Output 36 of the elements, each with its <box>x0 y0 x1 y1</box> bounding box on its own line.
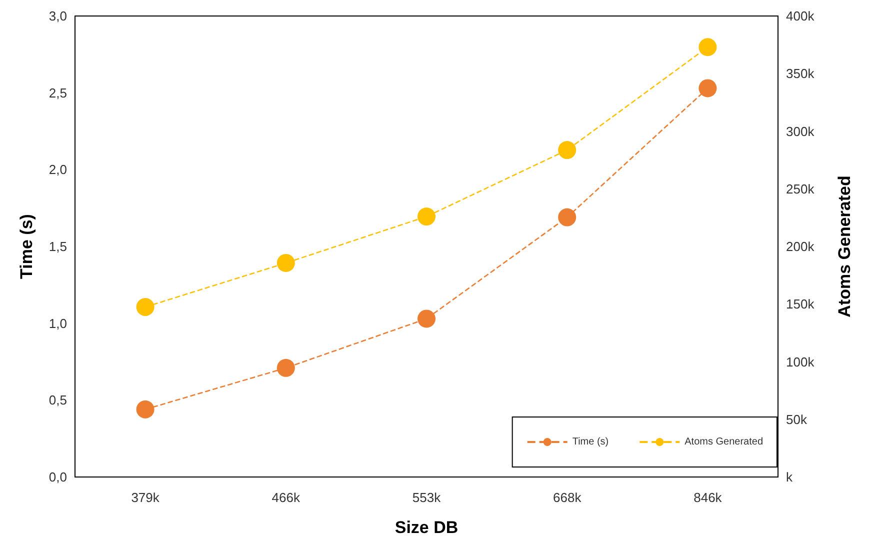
point <box>698 38 717 56</box>
y-tick-label: 2,5 <box>48 85 67 100</box>
point <box>558 141 576 160</box>
x-tick-label: 466k <box>272 490 300 505</box>
legend-label: Atoms Generated <box>684 436 763 448</box>
point <box>276 254 295 272</box>
y-tick-label: 3,0 <box>48 8 67 24</box>
y2-tick-label: 50k <box>786 412 808 427</box>
y-axis-title: Time (s) <box>17 214 36 279</box>
y-tick-label: 2,0 <box>48 162 67 178</box>
y2-tick-label: 400k <box>786 8 815 24</box>
y2-tick-label: 350k <box>786 66 815 82</box>
x-tick-label: 668k <box>553 490 582 505</box>
x-tick-label: 379k <box>131 490 160 505</box>
point <box>136 298 154 316</box>
legend-label: Time (s) <box>572 436 609 448</box>
x-tick-label: 846k <box>694 490 722 505</box>
y-tick-label: 0,0 <box>48 470 67 484</box>
y2-tick-label: 150k <box>786 296 815 312</box>
y2-tick-label: 100k <box>786 354 815 370</box>
y2-tick-label: 250k <box>786 181 815 196</box>
y-tick-label: 0,5 <box>48 392 67 408</box>
x-tick-label: 553k <box>412 490 442 505</box>
y-tick-label: 1,0 <box>48 316 67 331</box>
point <box>418 208 436 226</box>
y-tick-label: 1,5 <box>48 239 67 254</box>
point <box>558 208 576 226</box>
point <box>136 400 154 418</box>
y2-tick-label: k <box>786 470 793 484</box>
y2-axis-title: Atoms Generated <box>835 176 854 318</box>
y2-tick-label: 300k <box>786 124 815 139</box>
x-axis-title: Size DB <box>394 518 458 537</box>
point <box>276 358 295 377</box>
point <box>418 310 436 328</box>
y2-tick-label: 200k <box>786 239 815 254</box>
point <box>698 79 717 98</box>
